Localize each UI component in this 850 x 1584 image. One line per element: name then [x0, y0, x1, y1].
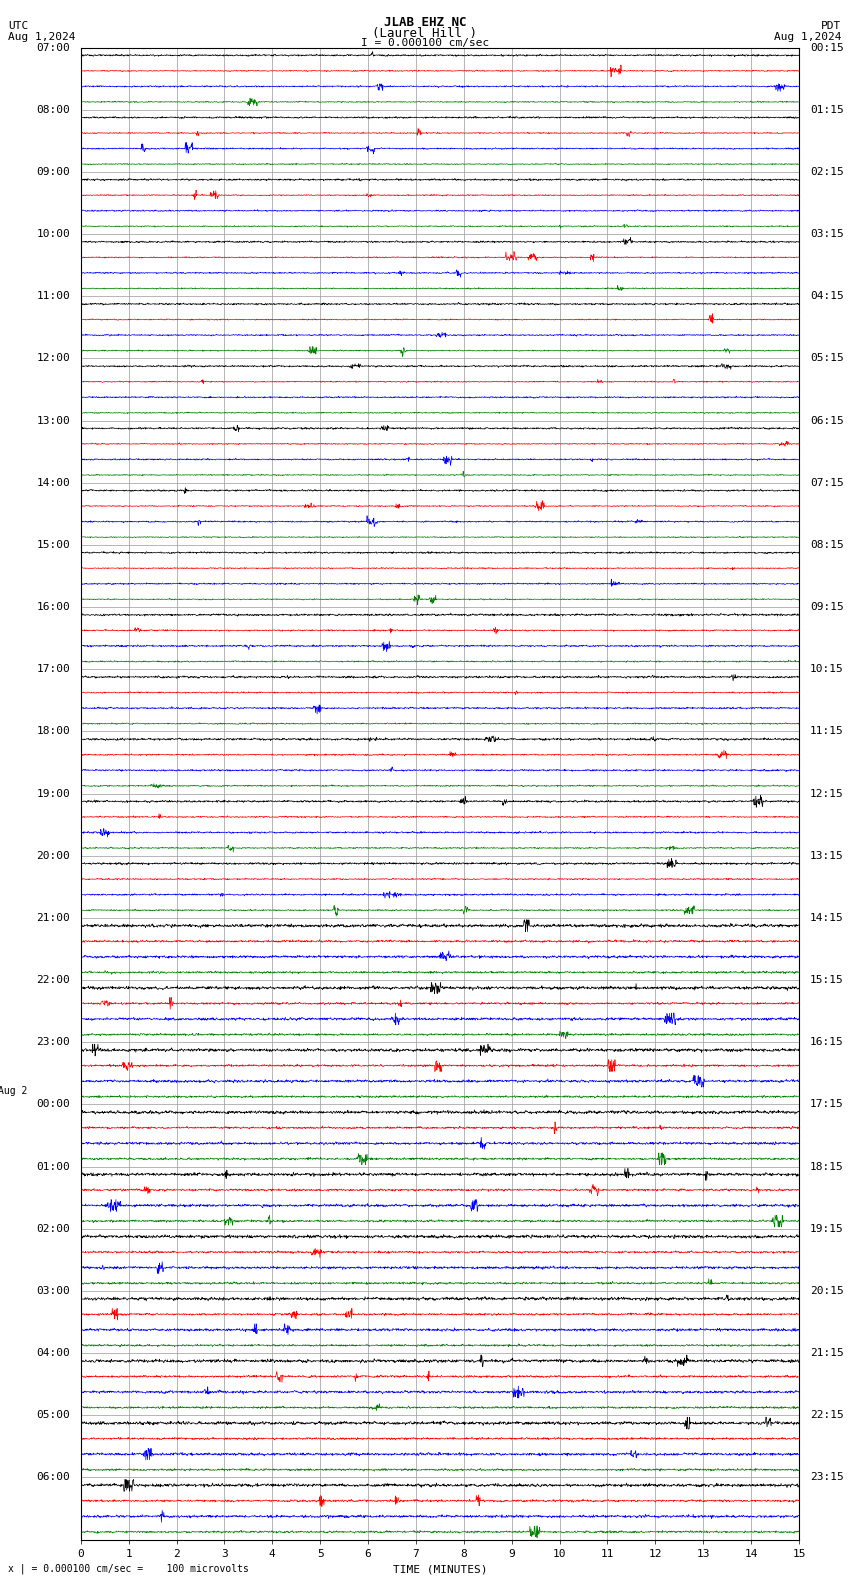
Text: (Laurel Hill ): (Laurel Hill ) [372, 27, 478, 40]
Text: 08:00: 08:00 [37, 105, 70, 114]
Text: 15:15: 15:15 [810, 976, 843, 985]
Text: 15:00: 15:00 [37, 540, 70, 550]
Text: 19:15: 19:15 [810, 1224, 843, 1234]
Text: x | = 0.000100 cm/sec =    100 microvolts: x | = 0.000100 cm/sec = 100 microvolts [8, 1563, 249, 1574]
Text: 07:00: 07:00 [37, 43, 70, 52]
Text: 03:00: 03:00 [37, 1286, 70, 1296]
Text: 08:15: 08:15 [810, 540, 843, 550]
Text: 13:15: 13:15 [810, 851, 843, 860]
Text: 22:15: 22:15 [810, 1410, 843, 1421]
Text: 02:00: 02:00 [37, 1224, 70, 1234]
Text: 05:15: 05:15 [810, 353, 843, 363]
Text: UTC: UTC [8, 21, 29, 30]
Text: 12:15: 12:15 [810, 789, 843, 798]
Text: 06:15: 06:15 [810, 415, 843, 426]
Text: 05:00: 05:00 [37, 1410, 70, 1421]
Text: 11:15: 11:15 [810, 727, 843, 737]
Text: 20:15: 20:15 [810, 1286, 843, 1296]
Text: 10:15: 10:15 [810, 664, 843, 675]
Text: 09:15: 09:15 [810, 602, 843, 611]
Text: 02:15: 02:15 [810, 166, 843, 177]
Text: 12:00: 12:00 [37, 353, 70, 363]
Text: 01:15: 01:15 [810, 105, 843, 114]
Text: 10:00: 10:00 [37, 230, 70, 239]
Text: JLAB EHZ NC: JLAB EHZ NC [383, 16, 467, 29]
Text: 11:00: 11:00 [37, 291, 70, 301]
Text: 20:00: 20:00 [37, 851, 70, 860]
Text: Aug 2: Aug 2 [0, 1087, 27, 1096]
Text: 14:15: 14:15 [810, 912, 843, 923]
Text: 21:00: 21:00 [37, 912, 70, 923]
Text: 21:15: 21:15 [810, 1348, 843, 1357]
Text: 00:00: 00:00 [37, 1099, 70, 1109]
Text: 17:00: 17:00 [37, 664, 70, 675]
Text: 04:00: 04:00 [37, 1348, 70, 1357]
Text: 03:15: 03:15 [810, 230, 843, 239]
Text: 19:00: 19:00 [37, 789, 70, 798]
Text: 16:00: 16:00 [37, 602, 70, 611]
Text: 17:15: 17:15 [810, 1099, 843, 1109]
Text: 06:00: 06:00 [37, 1473, 70, 1483]
Text: 04:15: 04:15 [810, 291, 843, 301]
Text: 13:00: 13:00 [37, 415, 70, 426]
Text: 18:00: 18:00 [37, 727, 70, 737]
Text: 23:00: 23:00 [37, 1038, 70, 1047]
X-axis label: TIME (MINUTES): TIME (MINUTES) [393, 1565, 487, 1574]
Text: PDT: PDT [821, 21, 842, 30]
Text: 00:15: 00:15 [810, 43, 843, 52]
Text: 07:15: 07:15 [810, 478, 843, 488]
Text: 18:15: 18:15 [810, 1161, 843, 1172]
Text: I = 0.000100 cm/sec: I = 0.000100 cm/sec [361, 38, 489, 48]
Text: 23:15: 23:15 [810, 1473, 843, 1483]
Text: 16:15: 16:15 [810, 1038, 843, 1047]
Text: 14:00: 14:00 [37, 478, 70, 488]
Text: 01:00: 01:00 [37, 1161, 70, 1172]
Text: Aug 1,2024: Aug 1,2024 [774, 32, 842, 41]
Text: 09:00: 09:00 [37, 166, 70, 177]
Text: Aug 1,2024: Aug 1,2024 [8, 32, 76, 41]
Text: 22:00: 22:00 [37, 976, 70, 985]
